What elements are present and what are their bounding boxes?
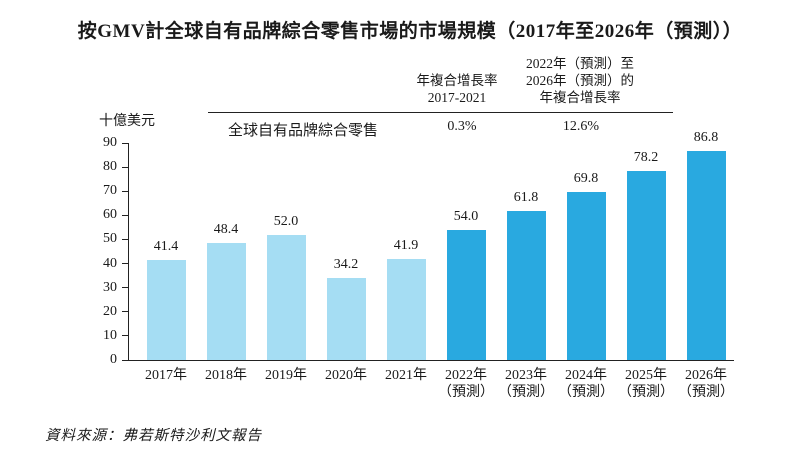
y-axis-label-0: 0 bbox=[110, 352, 117, 367]
bar-2023年（預測） bbox=[506, 211, 546, 360]
x-axis-label-2023年（預測）: 2023年 （預測） bbox=[491, 367, 561, 401]
y-axis-label-40: 40 bbox=[103, 255, 117, 271]
x-axis-label-line: 2022年 bbox=[445, 368, 487, 383]
x-axis-label-line: 2018年 bbox=[205, 368, 247, 383]
x-axis-label-line: 2020年 bbox=[325, 368, 367, 383]
bar-2019年 bbox=[266, 234, 306, 360]
bar-value-2023年（預測）: 61.8 bbox=[513, 189, 539, 205]
y-axis-tick-40 bbox=[122, 263, 129, 265]
x-axis-label-line: （預測） bbox=[558, 385, 614, 400]
y-axis-label-20: 20 bbox=[103, 303, 117, 319]
cagr-forecast-header-line1: 2022年（預測）至 bbox=[526, 56, 634, 71]
y-axis-tick-80 bbox=[122, 166, 129, 168]
x-axis-label-line: 2023年 bbox=[505, 368, 547, 383]
x-axis-label-2026年（預測）: 2026年 （預測） bbox=[671, 367, 741, 401]
bar-2018年 bbox=[206, 243, 246, 360]
cagr-forecast-header-line3: 年複合增長率 bbox=[539, 90, 621, 105]
y-axis-label-70: 70 bbox=[103, 183, 117, 199]
x-axis-label-2022年（預測）: 2022年 （預測） bbox=[431, 367, 501, 401]
x-axis-label-line: （預測） bbox=[498, 385, 554, 400]
x-axis-label-line: 2024年 bbox=[565, 368, 607, 383]
bar-2022年（預測） bbox=[446, 229, 486, 360]
y-axis-tick-10 bbox=[122, 335, 129, 337]
x-axis-label-line: （預測） bbox=[678, 385, 734, 400]
y-axis-tick-90 bbox=[122, 142, 129, 144]
series-legend-label: 全球自有品牌綜合零售 bbox=[227, 123, 378, 139]
cagr-forecast-header-line2: 2026年（預測）的 bbox=[526, 73, 634, 88]
y-axis-label-90: 90 bbox=[103, 135, 117, 150]
x-axis-label-line: 2026年 bbox=[685, 368, 727, 383]
x-axis-label-line: 2025年 bbox=[625, 368, 667, 383]
bar-2020年 bbox=[326, 277, 366, 360]
x-axis-label-2017年: 2017年 bbox=[131, 367, 201, 384]
chart-title: 按GMV計全球自有品牌綜合零售市場的市場規模（2017年至2026年（預測）） bbox=[77, 21, 743, 42]
x-axis-label-2021年: 2021年 bbox=[371, 367, 441, 384]
bar-2025年（預測） bbox=[626, 171, 666, 360]
y-axis-label-10: 10 bbox=[103, 327, 117, 343]
x-axis-label-line: （預測） bbox=[618, 385, 674, 400]
bar-2026年（預測） bbox=[686, 150, 726, 360]
y-axis-tick-60 bbox=[122, 214, 129, 216]
bar-value-2022年（預測）: 54.0 bbox=[453, 208, 479, 224]
bar-value-2024年（預測）: 69.8 bbox=[573, 170, 599, 186]
cagr-historical-header: 年複合增長率 2017-2021 bbox=[392, 72, 522, 106]
bar-value-2020年: 34.2 bbox=[333, 256, 359, 272]
chart-plot: 0 10 20 30 40 50 60 70 80 90 41.4 2017年 48.4 2018年 52.… bbox=[103, 130, 734, 400]
y-axis-label-30: 30 bbox=[103, 279, 117, 295]
y-axis-label-80: 80 bbox=[103, 159, 117, 175]
bar-value-2018年: 48.4 bbox=[213, 222, 239, 238]
bar-2024年（預測） bbox=[566, 191, 606, 360]
bar-value-2021年: 41.9 bbox=[393, 237, 419, 253]
x-axis-label-line: 2019年 bbox=[265, 368, 307, 383]
bar-2017年 bbox=[146, 260, 186, 360]
x-axis-label-2018年: 2018年 bbox=[191, 367, 261, 384]
bar-value-2025年（預測）: 78.2 bbox=[633, 150, 659, 166]
x-axis-label-2025年（預測）: 2025年 （預測） bbox=[611, 367, 681, 401]
y-axis-tick-20 bbox=[122, 311, 129, 313]
y-axis-tick-30 bbox=[122, 287, 129, 289]
cagr-forecast-value: 12.6% bbox=[562, 119, 600, 134]
cagr-forecast-header: 2022年（預測）至 2026年（預測）的 年複合增長率 bbox=[500, 55, 660, 106]
source-note: 資料來源：弗若斯特沙利文報告 bbox=[45, 428, 262, 444]
cagr-historical-header-line2: 2017-2021 bbox=[427, 90, 487, 105]
bar-value-2017年: 41.4 bbox=[153, 239, 179, 255]
bar-2021年 bbox=[386, 258, 426, 360]
x-axis-label-2019年: 2019年 bbox=[251, 367, 321, 384]
x-axis-label-line: （預測） bbox=[438, 385, 494, 400]
y-axis-tick-50 bbox=[122, 238, 129, 240]
y-axis-label-60: 60 bbox=[103, 207, 117, 223]
y-axis-tick-0 bbox=[122, 359, 129, 361]
cagr-historical-header-line1: 年複合增長率 bbox=[416, 73, 498, 88]
x-axis-label-2020年: 2020年 bbox=[311, 367, 381, 384]
bar-value-2026年（預測）: 86.8 bbox=[693, 129, 719, 145]
cagr-historical-value: 0.3% bbox=[447, 119, 477, 134]
y-axis-label-50: 50 bbox=[103, 231, 117, 247]
bar-value-2019年: 52.0 bbox=[273, 213, 299, 229]
x-axis-label-2024年（預測）: 2024年 （預測） bbox=[551, 367, 621, 401]
header-rule bbox=[208, 112, 673, 113]
y-axis-tick-70 bbox=[122, 190, 129, 192]
y-axis-unit-label: 十億美元 bbox=[99, 114, 155, 129]
x-axis-label-line: 2021年 bbox=[385, 368, 427, 383]
x-axis-label-line: 2017年 bbox=[145, 368, 187, 383]
